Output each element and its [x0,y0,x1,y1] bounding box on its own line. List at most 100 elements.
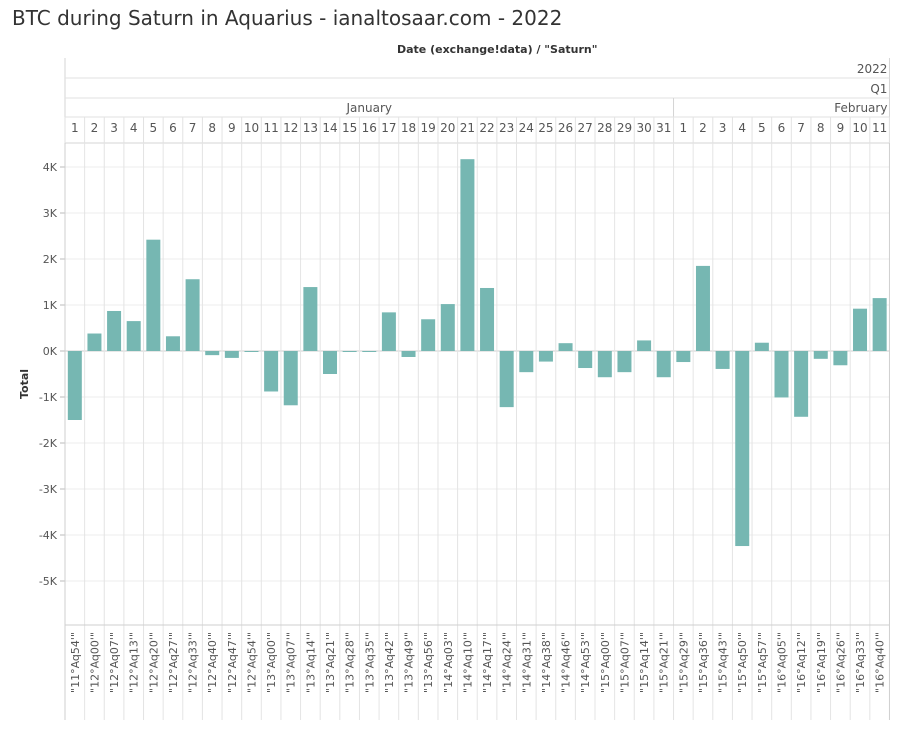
y-tick-label: 3K [43,207,58,220]
y-tick-label: -1K [39,391,58,404]
x-category-label: "16°Aq33'" [854,632,867,693]
bar [715,351,730,369]
x-category-label: "16°Aq05'" [775,632,788,693]
day-label: 11 [872,121,887,135]
bar [323,351,338,374]
y-tick-label: 0K [43,345,58,358]
day-label: 2 [91,121,99,135]
bar [146,239,161,351]
day-label: 6 [169,121,177,135]
bar [578,351,593,369]
x-category-label: "15°Aq14'" [638,632,651,693]
x-category-label: "13°Aq07'" [285,632,298,693]
bar [480,287,495,351]
bar [853,308,868,351]
bar [440,304,455,351]
bar [656,351,671,378]
day-label: 9 [228,121,236,135]
x-category-label: "13°Aq14'" [304,632,317,693]
bar [185,279,200,351]
day-label: 15 [342,121,357,135]
x-category-label: "15°Aq21'" [658,632,671,693]
day-label: 23 [499,121,514,135]
column-header: Date (exchange!data) / "Saturn" [397,43,597,56]
x-category-label: "16°Aq19'" [815,632,828,693]
x-category-label: "12°Aq07'" [108,632,121,693]
x-category-label: "13°Aq00'" [265,632,278,693]
y-tick-label: 4K [43,161,58,174]
bar [597,351,612,378]
bar [460,159,475,351]
bar [617,351,632,373]
x-category-label: "15°Aq07'" [618,632,631,693]
day-label: 14 [322,121,337,135]
x-category-label: "13°Aq56'" [422,632,435,693]
day-label: 26 [558,121,573,135]
x-category-label: "14°Aq46'" [560,632,573,693]
x-category-label: "14°Aq17'" [481,632,494,693]
day-label: 12 [283,121,298,135]
x-category-label: "13°Aq21'" [324,632,337,693]
x-category-label: "12°Aq27'" [167,632,180,693]
bar [519,351,534,373]
bar [676,351,691,363]
day-label: 3 [719,121,727,135]
day-label: 22 [479,121,494,135]
year-label: 2022 [857,62,888,76]
day-label: 10 [244,121,259,135]
month-label: January [346,101,393,115]
x-category-label: "13°Aq28'" [344,632,357,693]
day-label: 7 [189,121,197,135]
day-label: 11 [263,121,278,135]
x-category-label: "14°Aq38'" [540,632,553,693]
day-label: 28 [597,121,612,135]
bar [833,351,848,366]
bar [362,351,377,352]
day-label: 4 [738,121,746,135]
day-label: 31 [656,121,671,135]
bar [126,321,141,351]
day-label: 21 [460,121,475,135]
y-tick-label: 2K [43,253,58,266]
bar [87,333,102,351]
bar [244,351,259,352]
x-category-label: "14°Aq31'" [520,632,533,693]
bar [264,351,279,392]
x-category-label: "14°Aq03'" [442,632,455,693]
bar [538,351,553,362]
day-label: 10 [852,121,867,135]
day-label: 7 [797,121,805,135]
bar [67,351,82,420]
bar [381,312,396,351]
day-label: 8 [208,121,216,135]
bar [165,336,180,351]
day-label: 1 [680,121,688,135]
bar [205,351,220,356]
bar [558,343,573,351]
bar [224,351,239,358]
quarter-label: Q1 [870,82,887,96]
day-label: 17 [381,121,396,135]
day-label: 16 [362,121,377,135]
y-tick-label: 1K [43,299,58,312]
day-label: 2 [699,121,707,135]
x-category-label: "15°Aq50'" [736,632,749,693]
bar [754,342,769,351]
x-category-label: "13°Aq42'" [383,632,396,693]
day-label: 24 [519,121,534,135]
day-label: 6 [778,121,786,135]
x-category-label: "14°Aq24'" [501,632,514,693]
bar [107,310,122,351]
x-category-label: "12°Aq20'" [147,632,160,693]
bar [283,351,298,406]
day-label: 5 [758,121,766,135]
x-category-label: "15°Aq36'" [697,632,710,693]
bar [794,351,809,417]
x-category-label: "15°Aq29'" [677,632,690,693]
day-label: 27 [578,121,593,135]
x-category-label: "16°Aq26'" [834,632,847,693]
day-label: 13 [303,121,318,135]
day-label: 4 [130,121,138,135]
day-label: 19 [421,121,436,135]
